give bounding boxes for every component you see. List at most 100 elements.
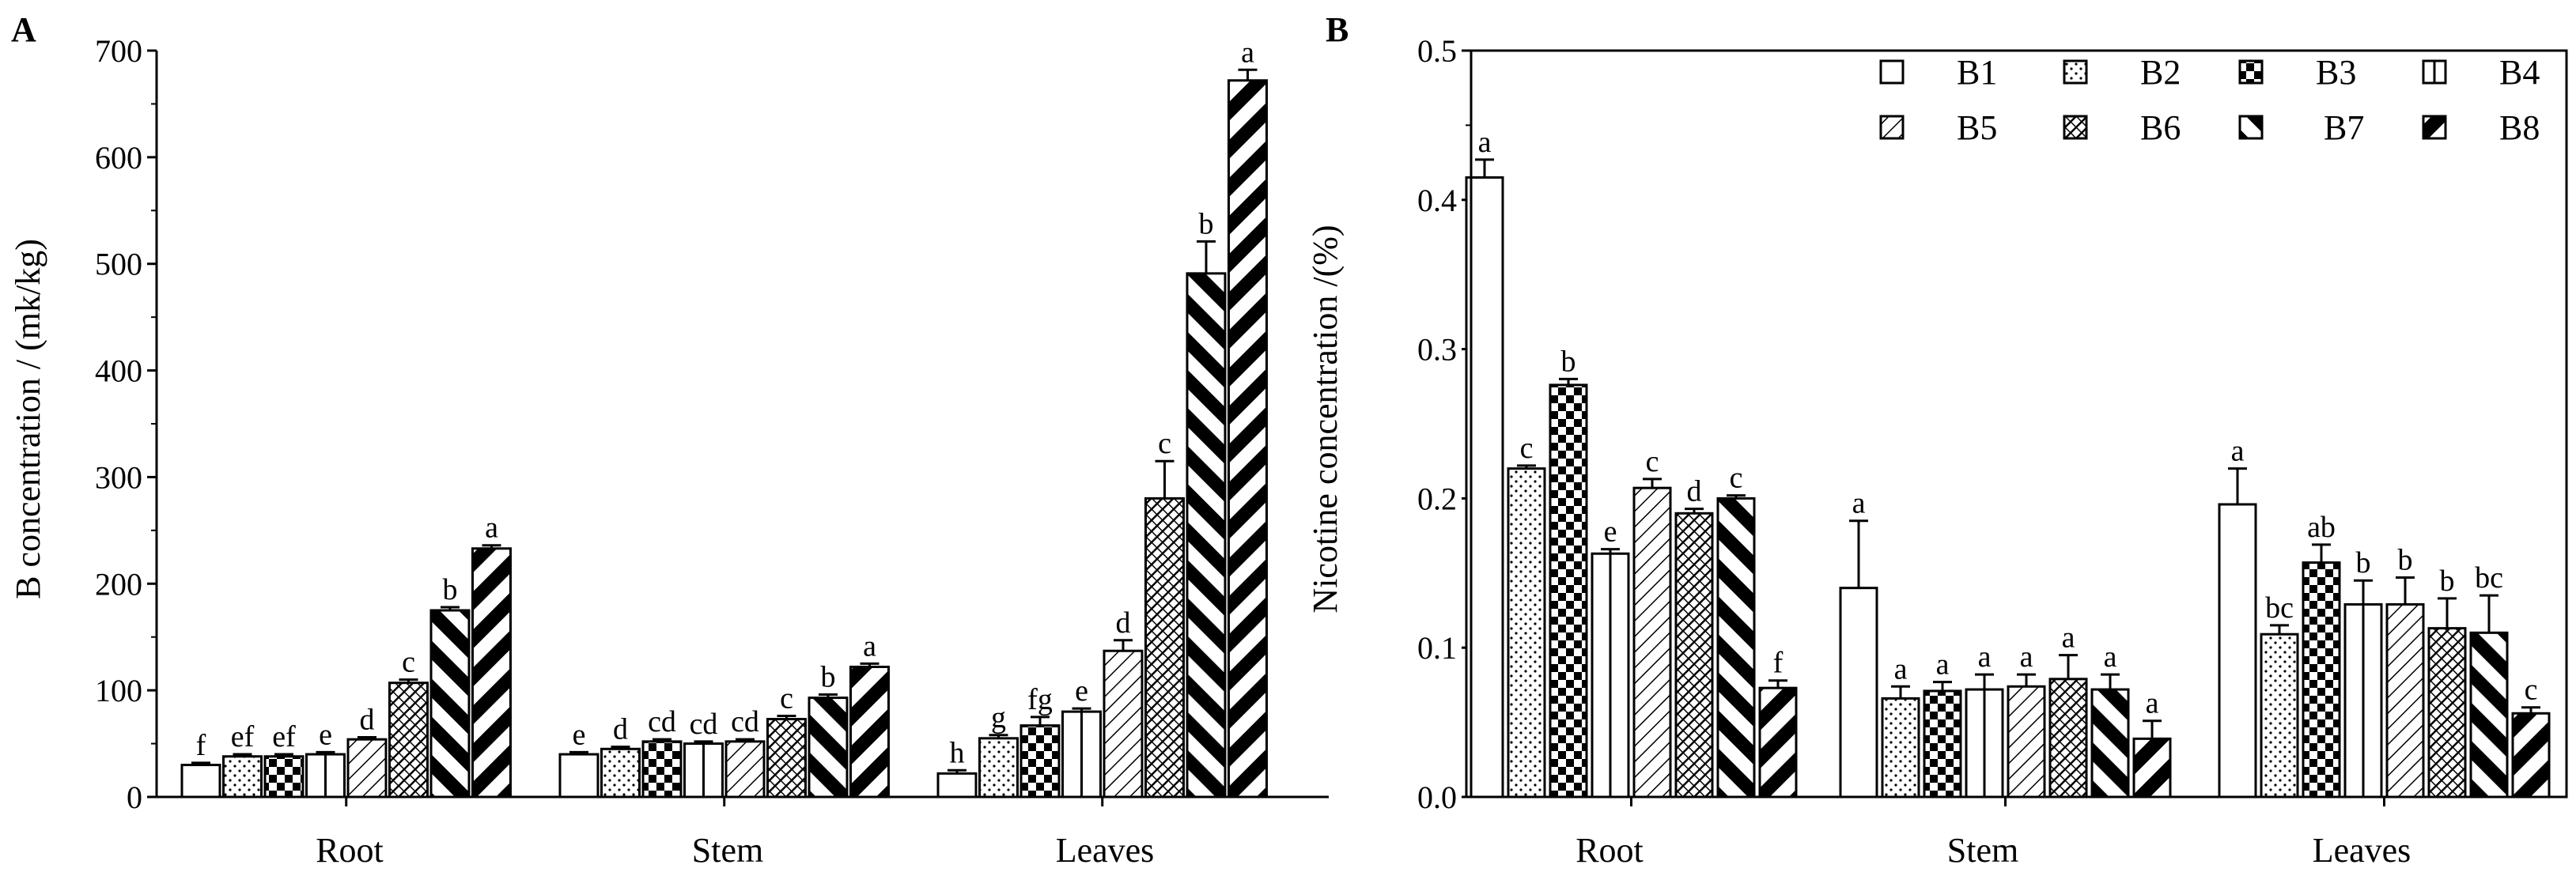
significance-label: c bbox=[1520, 432, 1534, 465]
y-tick-label: 0.4 bbox=[1417, 183, 1457, 218]
legend-swatch-b8 bbox=[2422, 115, 2447, 140]
legend-swatch-b6 bbox=[2063, 115, 2088, 140]
significance-label: b bbox=[2440, 564, 2455, 598]
bar-b3-root bbox=[263, 755, 305, 799]
significance-label: d bbox=[1116, 606, 1131, 640]
legend-label-b1: B1 bbox=[1957, 53, 1997, 92]
significance-label: fg bbox=[1027, 683, 1053, 716]
significance-label: c bbox=[1646, 445, 1659, 478]
legend-swatch-b3 bbox=[2238, 59, 2264, 85]
bar-b8-stem bbox=[2132, 737, 2172, 799]
bar-b1-stem bbox=[1839, 587, 1878, 799]
significance-label: c bbox=[2525, 674, 2538, 707]
bar-b2-root bbox=[1507, 467, 1546, 799]
significance-label: a bbox=[2020, 640, 2033, 674]
legend-swatch-b7 bbox=[2238, 115, 2264, 140]
significance-label: a bbox=[1478, 126, 1492, 159]
bar-b7-stem bbox=[2090, 688, 2130, 799]
x-category-label: Stem bbox=[692, 831, 763, 870]
significance-label: d bbox=[360, 703, 375, 736]
legend-label-b5: B5 bbox=[1957, 108, 1997, 147]
significance-label: b bbox=[2398, 543, 2413, 576]
significance-label: a bbox=[1978, 640, 1992, 674]
legend: B1 B2 B3 B4 B5 B6 B7 B8 bbox=[1879, 53, 2540, 147]
bar-b8-leaves bbox=[1227, 79, 1268, 799]
bar-b3-stem bbox=[1923, 689, 1962, 799]
x-category-label: Stem bbox=[1947, 831, 2018, 870]
significance-label: bc bbox=[2475, 561, 2503, 595]
significance-label: b bbox=[821, 661, 836, 694]
y-tick-label: 0.0 bbox=[1417, 780, 1457, 815]
y-tick-label: 0.2 bbox=[1417, 481, 1457, 516]
significance-label: cd bbox=[731, 705, 759, 738]
y-tick-label: 0.1 bbox=[1417, 630, 1457, 666]
y-tick-label: 600 bbox=[95, 140, 142, 176]
legend-label-b6: B6 bbox=[2140, 108, 2181, 147]
significance-label: a bbox=[2146, 687, 2159, 720]
x-category-label: Root bbox=[316, 831, 384, 870]
bar-b6-leaves bbox=[2427, 627, 2467, 799]
legend-label-b3: B3 bbox=[2316, 53, 2356, 92]
legend-label-b7: B7 bbox=[2324, 108, 2364, 147]
bar-b8-stem bbox=[849, 665, 890, 799]
significance-label: f bbox=[1773, 647, 1784, 680]
chart-panel-a: A B concentration / (mk/kg) 0 100 200 300 40… bbox=[9, 10, 1329, 870]
bar-b2-stem bbox=[600, 747, 641, 799]
panel-label-a: A bbox=[11, 10, 36, 49]
y-tick-label: 300 bbox=[95, 459, 142, 495]
bar-b7-leaves bbox=[1186, 272, 1227, 799]
y-tick-label: 100 bbox=[95, 673, 142, 708]
significance-label: f bbox=[196, 729, 206, 762]
bar-b6-root bbox=[1674, 512, 1714, 799]
bar-b1-leaves bbox=[2218, 503, 2257, 799]
significance-label: a bbox=[863, 629, 876, 663]
bar-b7-root bbox=[429, 609, 471, 799]
significance-label: a bbox=[2104, 640, 2117, 674]
bar-b3-stem bbox=[641, 740, 683, 799]
bar-b6-stem bbox=[2048, 678, 2088, 799]
bar-b2-stem bbox=[1881, 697, 1920, 799]
significance-label: cd bbox=[648, 705, 676, 738]
significance-label: a bbox=[1894, 652, 1908, 685]
y-tick-label: 0.3 bbox=[1417, 332, 1457, 368]
y-tick-label: 0 bbox=[127, 780, 142, 815]
significance-label: d bbox=[613, 713, 628, 746]
y-tick-label: 0.5 bbox=[1417, 33, 1457, 69]
significance-label: ab bbox=[2307, 511, 2336, 544]
bar-b3-leaves bbox=[1019, 724, 1061, 799]
chart-panel-b: B Nicotine concentration /(%) 0.0 0.1 0.2 0… bbox=[1306, 10, 2568, 870]
significance-label: a bbox=[1241, 36, 1254, 69]
y-tick-label: 400 bbox=[95, 353, 142, 389]
legend-swatch-b5 bbox=[1879, 115, 1905, 140]
y-axis-title-a: B concentration / (mk/kg) bbox=[9, 239, 47, 599]
bar-b1-root bbox=[180, 764, 221, 799]
y-axis-title-b: Nicotine concentration /(%) bbox=[1306, 225, 1345, 613]
significance-label: ef bbox=[231, 720, 255, 753]
legend-label-b8: B8 bbox=[2499, 108, 2540, 147]
bar-b5-root bbox=[346, 738, 388, 799]
legend-swatch-b2 bbox=[2063, 59, 2088, 85]
bar-b5-stem bbox=[2007, 685, 2046, 799]
significance-label: a bbox=[2062, 621, 2075, 655]
significance-label: b bbox=[2356, 546, 2371, 580]
significance-label: a bbox=[1852, 487, 1866, 520]
x-category-label: Root bbox=[1575, 831, 1644, 870]
bar-b6-root bbox=[388, 682, 429, 799]
bar-b1-stem bbox=[558, 753, 600, 799]
significance-label: c bbox=[402, 646, 415, 679]
significance-label: bc bbox=[2265, 591, 2294, 625]
significance-label: g bbox=[991, 701, 1006, 734]
significance-label: e bbox=[573, 718, 586, 751]
bar-b8-root bbox=[1758, 686, 1798, 799]
legend-swatch-b1 bbox=[1879, 59, 1905, 85]
bar-b5-stem bbox=[724, 740, 766, 799]
significance-label: c bbox=[1730, 462, 1743, 495]
significance-label: b bbox=[1561, 345, 1576, 378]
bar-b5-root bbox=[1632, 486, 1672, 799]
significance-label: a bbox=[1936, 648, 1950, 682]
bar-b5-leaves bbox=[1103, 649, 1144, 799]
bar-b7-leaves bbox=[2469, 631, 2509, 799]
significance-label: d bbox=[1687, 475, 1702, 508]
x-category-label: Leaves bbox=[1056, 831, 1155, 870]
